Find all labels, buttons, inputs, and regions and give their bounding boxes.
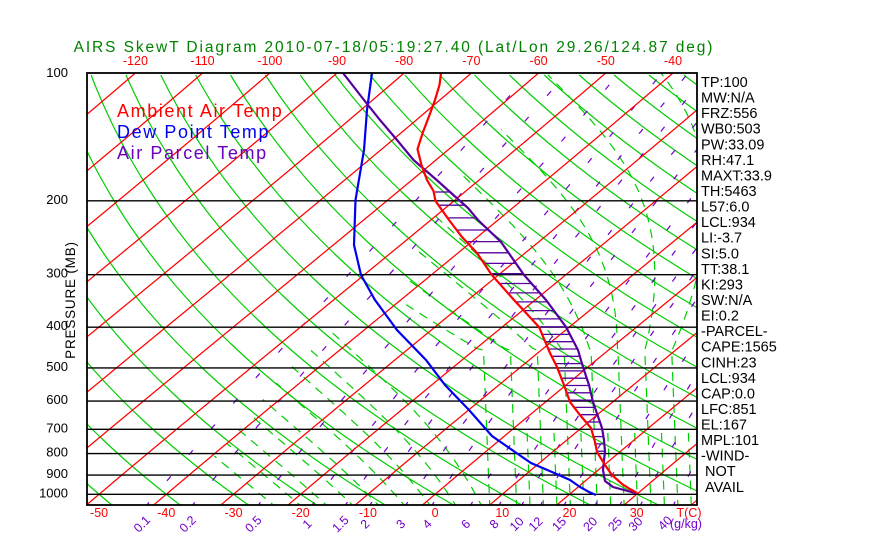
svg-text:-110: -110 [191, 54, 215, 68]
svg-text:500: 500 [46, 359, 68, 374]
svg-text:-40: -40 [157, 506, 175, 520]
svg-text:EI:0.2: EI:0.2 [701, 309, 739, 325]
svg-text:10: 10 [495, 506, 509, 520]
svg-text:TP:100: TP:100 [701, 75, 748, 91]
svg-text:AVAIL: AVAIL [705, 480, 744, 496]
svg-text:LFC:851: LFC:851 [701, 402, 757, 418]
svg-text:TT:38.1: TT:38.1 [701, 262, 749, 278]
svg-text:CINH:23: CINH:23 [701, 355, 757, 371]
svg-text:CAPE:1565: CAPE:1565 [701, 340, 777, 356]
svg-text:L57:6.0: L57:6.0 [701, 200, 749, 216]
svg-text:EL:167: EL:167 [701, 418, 747, 434]
svg-text:LCL:934: LCL:934 [701, 371, 756, 387]
svg-text:900: 900 [46, 466, 68, 481]
svg-text:-100: -100 [257, 54, 282, 68]
svg-text:300: 300 [46, 266, 68, 281]
svg-text:-20: -20 [292, 506, 310, 520]
svg-text:-80: -80 [395, 54, 413, 68]
svg-text:MPL:101: MPL:101 [701, 433, 759, 449]
svg-text:Ambient Air Temp: Ambient Air Temp [117, 101, 283, 121]
svg-text:200: 200 [46, 192, 68, 207]
svg-text:LI:-3.7: LI:-3.7 [701, 231, 742, 247]
svg-text:0: 0 [432, 506, 439, 520]
svg-text:-90: -90 [328, 54, 346, 68]
svg-text:-60: -60 [530, 54, 548, 68]
svg-text:KI:293: KI:293 [701, 277, 743, 293]
svg-text:(g/kg): (g/kg) [670, 517, 702, 531]
svg-text:MW:N/A: MW:N/A [701, 91, 755, 107]
svg-text:-40: -40 [664, 54, 682, 68]
svg-text:-PARCEL-: -PARCEL- [701, 324, 768, 340]
svg-text:FRZ:556: FRZ:556 [701, 106, 757, 122]
svg-text:-50: -50 [597, 54, 615, 68]
svg-text:-10: -10 [359, 506, 377, 520]
svg-text:SW:N/A: SW:N/A [701, 293, 753, 309]
svg-text:NOT: NOT [705, 464, 736, 480]
svg-text:100: 100 [46, 65, 68, 80]
svg-text:PRESSURE (MB): PRESSURE (MB) [63, 241, 78, 359]
svg-text:-WIND-: -WIND- [701, 449, 749, 465]
svg-text:600: 600 [46, 392, 68, 407]
svg-text:-70: -70 [462, 54, 480, 68]
svg-text:-120: -120 [123, 54, 148, 68]
svg-text:400: 400 [46, 318, 68, 333]
svg-text:700: 700 [46, 420, 68, 435]
svg-text:800: 800 [46, 445, 68, 460]
svg-text:20: 20 [563, 506, 577, 520]
svg-text:CAP:0.0: CAP:0.0 [701, 386, 755, 402]
svg-text:TH:5463: TH:5463 [701, 184, 757, 200]
svg-text:Dew Point Temp: Dew Point Temp [117, 122, 270, 142]
svg-text:-50: -50 [90, 506, 108, 520]
svg-text:AIRS SkewT Diagram 2010-07-18/: AIRS SkewT Diagram 2010-07-18/05:19:27.4… [74, 39, 715, 56]
svg-text:SI:5.0: SI:5.0 [701, 246, 739, 262]
svg-text:T(C): T(C) [677, 506, 702, 520]
svg-text:30: 30 [630, 506, 644, 520]
svg-text:PW:33.09: PW:33.09 [701, 137, 764, 153]
svg-text:Air Parcel Temp: Air Parcel Temp [117, 143, 268, 163]
svg-text:1000: 1000 [39, 485, 68, 500]
svg-text:RH:47.1: RH:47.1 [701, 153, 754, 169]
svg-text:MAXT:33.9: MAXT:33.9 [701, 168, 772, 184]
svg-text:WB0:503: WB0:503 [701, 122, 761, 138]
svg-text:-30: -30 [224, 506, 242, 520]
svg-text:LCL:934: LCL:934 [701, 215, 756, 231]
